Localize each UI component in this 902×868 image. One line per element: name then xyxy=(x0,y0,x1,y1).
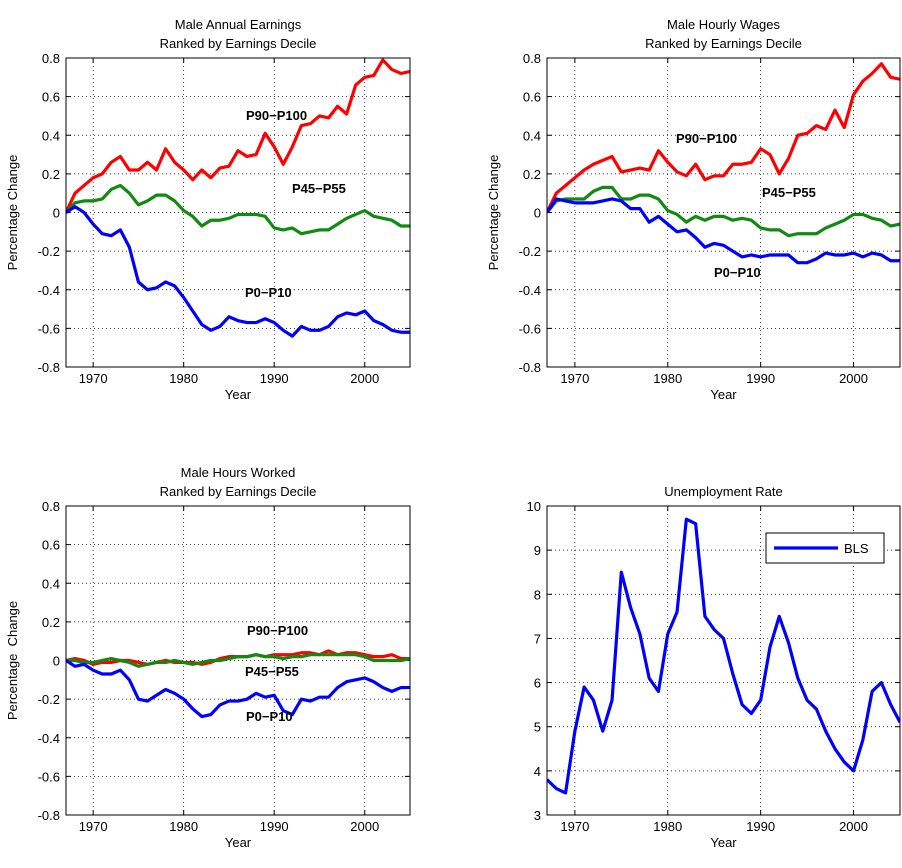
series-line xyxy=(66,653,410,668)
y-tick-label: 0.2 xyxy=(42,167,60,182)
y-tick-label: -0.2 xyxy=(519,244,541,259)
x-tick-label: 1990 xyxy=(746,371,775,386)
series-label: P0−P10 xyxy=(714,265,761,280)
x-tick-label: 2000 xyxy=(350,371,379,386)
x-tick-label: 2000 xyxy=(350,819,379,834)
series-label: P45−P55 xyxy=(245,664,299,679)
series-line xyxy=(66,659,410,719)
x-axis-label: Year xyxy=(710,387,737,402)
series-line xyxy=(66,205,410,338)
y-tick-label: -0.2 xyxy=(38,244,60,259)
y-tick-label: 0.6 xyxy=(523,90,541,105)
y-tick-label: 3 xyxy=(534,808,541,823)
x-axis-label: Year xyxy=(225,387,252,402)
y-tick-label: 10 xyxy=(527,499,541,514)
y-tick-label: -0.2 xyxy=(38,692,60,707)
y-axis-label: Percentage Change xyxy=(486,155,501,271)
x-tick-label: 1990 xyxy=(746,819,775,834)
y-tick-label: 5 xyxy=(534,720,541,735)
y-tick-label: 0 xyxy=(53,206,60,221)
y-tick-label: -0.8 xyxy=(38,808,60,823)
x-tick-label: 1980 xyxy=(653,819,682,834)
y-tick-label: -0.8 xyxy=(38,360,60,375)
x-tick-label: 1970 xyxy=(79,371,108,386)
y-tick-label: 0.6 xyxy=(42,90,60,105)
chart-title: Male Hourly Wages xyxy=(667,17,780,32)
y-tick-label: 0.2 xyxy=(42,615,60,630)
series-label: P45−P55 xyxy=(292,181,346,196)
subplot: Male Annual Earnings Ranked by Earnings D… xyxy=(5,17,411,402)
series-line xyxy=(547,517,900,795)
legend-label: BLS xyxy=(844,541,869,556)
subplot: Male Hourly Wages Ranked by Earnings Deci… xyxy=(486,17,901,402)
y-tick-label: 0.2 xyxy=(523,167,541,182)
x-tick-label: 1980 xyxy=(169,371,198,386)
subplot: Unemployment Rate Year 3 4 5 6 7 8 9 10 1970 1980 19… xyxy=(527,484,901,850)
y-axis-label: Percentage Change xyxy=(5,155,20,271)
y-tick-label: 0.8 xyxy=(523,51,541,66)
y-tick-label: 6 xyxy=(534,676,541,691)
series-label: P90−P100 xyxy=(676,131,737,146)
chart-subtitle: Ranked by Earnings Decile xyxy=(645,36,802,51)
plot-frame xyxy=(546,505,901,816)
x-tick-label: 1970 xyxy=(560,371,589,386)
y-tick-label: 7 xyxy=(534,631,541,646)
plot-frame xyxy=(546,57,901,368)
y-tick-label: -0.6 xyxy=(38,321,60,336)
y-tick-label: 0.4 xyxy=(523,128,541,143)
x-tick-label: 2000 xyxy=(839,371,868,386)
y-tick-label: -0.4 xyxy=(519,283,541,298)
series-label: P0−P10 xyxy=(245,285,292,300)
x-tick-label: 1970 xyxy=(79,819,108,834)
y-tick-label: 8 xyxy=(534,587,541,602)
series-line xyxy=(66,183,410,236)
chart-title: Male Hours Worked xyxy=(181,465,296,480)
x-axis-label: Year xyxy=(710,835,737,850)
y-tick-label: -0.8 xyxy=(519,360,541,375)
x-tick-label: 1990 xyxy=(260,371,289,386)
chart-title: Male Annual Earnings xyxy=(175,17,302,32)
y-tick-label: 0.8 xyxy=(42,51,60,66)
series-label: P0−P10 xyxy=(246,709,293,724)
x-tick-label: 1970 xyxy=(560,819,589,834)
plot-frame xyxy=(65,57,411,368)
subplot: Male Hours Worked Ranked by Earnings Deci… xyxy=(5,465,411,850)
y-tick-label: 0.6 xyxy=(42,538,60,553)
series-line xyxy=(547,185,900,238)
y-tick-label: -0.6 xyxy=(38,769,60,784)
y-tick-label: 0 xyxy=(534,206,541,221)
y-tick-label: 0 xyxy=(53,654,60,669)
y-tick-label: -0.4 xyxy=(38,283,60,298)
x-tick-label: 1980 xyxy=(169,819,198,834)
y-tick-label: 0.4 xyxy=(42,128,60,143)
series-line xyxy=(547,62,900,214)
x-tick-label: 1990 xyxy=(260,819,289,834)
y-tick-label: 4 xyxy=(534,764,541,779)
x-axis-label: Year xyxy=(225,835,252,850)
series-label: P90−P100 xyxy=(247,623,308,638)
chart-subtitle: Ranked by Earnings Decile xyxy=(160,36,317,51)
y-tick-label: 9 xyxy=(534,543,541,558)
y-tick-label: 0.4 xyxy=(42,576,60,591)
chart-subtitle: Ranked by Earnings Decile xyxy=(160,484,317,499)
series-label: P45−P55 xyxy=(762,185,816,200)
x-tick-label: 1980 xyxy=(653,371,682,386)
y-tick-label: -0.6 xyxy=(519,321,541,336)
chart-title: Unemployment Rate xyxy=(664,484,783,499)
y-axis-label: Percentage Change xyxy=(5,601,20,720)
series-line xyxy=(66,58,410,214)
x-tick-label: 2000 xyxy=(839,819,868,834)
y-tick-label: 0.8 xyxy=(42,499,60,514)
y-tick-label: -0.4 xyxy=(38,731,60,746)
series-line xyxy=(547,197,900,265)
series-label: P90−P100 xyxy=(246,108,307,123)
plot-frame xyxy=(65,505,411,816)
